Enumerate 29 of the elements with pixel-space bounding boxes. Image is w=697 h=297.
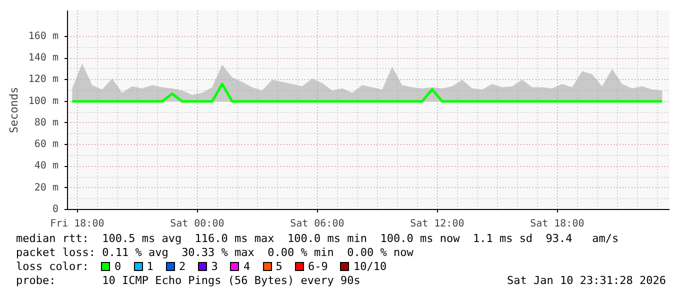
y-tick-label: 160 m: [28, 30, 59, 42]
y-tick-label: 20 m: [34, 182, 59, 194]
text: packet loss: 0.11 % avg 30.33 % max 0.00 % min 0.00 % now: [16, 246, 414, 260]
text: probe: 10 ICMP Echo Pings (56 Bytes) every 90s: [16, 274, 360, 288]
y-tick-label: 140 m: [28, 52, 59, 64]
y-tick-label: 40 m: [34, 160, 59, 172]
legend-label: 6-9: [308, 260, 328, 273]
line-series: [70, 82, 664, 103]
x-tick-label: Fri 18:00: [50, 218, 104, 230]
legend-label: 10/10: [353, 260, 387, 273]
legend-title: loss color:: [16, 260, 89, 273]
x-tick-label: Sat 12:00: [410, 218, 464, 230]
y-tick-label: 80 m: [34, 117, 59, 128]
x-tick-label: Sat 18:00: [530, 218, 584, 230]
legend-label: 5: [276, 260, 282, 273]
y-tick-label: 100 m: [28, 96, 59, 107]
y-tick-label: 0: [52, 204, 59, 215]
legend-label: 0: [114, 260, 122, 273]
legend-label: 3: [211, 260, 218, 273]
x-tick-label: Sat 00:00: [170, 218, 224, 230]
x-tick-label: Sat 06:00: [290, 218, 344, 230]
legend-label: 4: [243, 260, 250, 273]
text: Sat Jan 10 23:31:28 2026: [507, 274, 666, 288]
text: median rtt: 100.5 ms avg 116.0 ms max 100.0 ms min 100.0 ms now 1.1 ms sd 93.4 am/s: [16, 232, 620, 246]
legend-label: 1: [146, 260, 154, 273]
y-tick-label: 60 m: [34, 139, 59, 150]
y-tick-label: 120 m: [28, 74, 59, 86]
legend-label: 2: [178, 260, 186, 273]
y-axis-title: Seconds: [7, 86, 20, 134]
